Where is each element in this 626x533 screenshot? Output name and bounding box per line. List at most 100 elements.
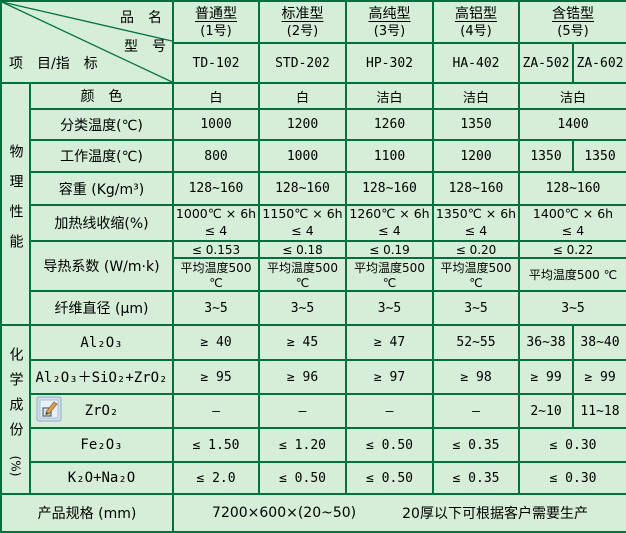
conductivity-note-cell: 平均温度500 ℃ (258, 257, 347, 292)
value-cell: ≤ 0.18 (258, 240, 347, 259)
product-name: 普通型 (195, 5, 237, 22)
value-cell: 1350 (432, 108, 520, 141)
value-cell: 1350℃ × 6h ≤ 4 (432, 204, 520, 242)
value-cell: 128~160 (518, 171, 626, 206)
value-cell: 38~40 (572, 324, 626, 361)
value-cell: 3~5 (258, 290, 347, 326)
conductivity-note-cell: 平均温度500 ℃ (518, 257, 626, 292)
value-cell: 1000 (172, 108, 260, 141)
product-spec-cell: 7200×600×(20~50) 20厚以下可根据客户需要生产 (172, 493, 626, 533)
value-cell: 2~10 (518, 393, 574, 429)
value-cell: ≤ 0.19 (345, 240, 434, 259)
shrink-limit: ≤ 4 (464, 223, 488, 238)
value-cell: ≤ 0.22 (518, 240, 626, 259)
conductivity-note-cell: 平均温度500 ℃ (432, 257, 520, 292)
group-physical-properties: 物理性能 (0, 82, 31, 326)
value-cell: 1260 (345, 108, 434, 141)
row-label-product-spec: 产品规格 (mm) (0, 493, 174, 533)
value-cell: ≤ 1.50 (172, 427, 260, 463)
value-cell: 128~160 (345, 171, 434, 206)
shrink-limit: ≤ 4 (561, 223, 585, 238)
row-label-al2o3: Al₂O₃ (29, 324, 174, 361)
product-name: 高铝型 (455, 5, 497, 22)
shrink-condition: 1150℃ × 6h (262, 206, 343, 222)
value-cell: — (258, 393, 347, 429)
model-cell: HP-302 (345, 42, 434, 84)
value-cell: 1400℃ × 6h ≤ 4 (518, 204, 626, 242)
value-cell: 洁白 (518, 82, 626, 110)
value-cell: 1000℃ × 6h ≤ 4 (172, 204, 260, 242)
conductivity-note-cell: 平均温度500 ℃ (172, 257, 260, 292)
row-label-heating-shrinkage: 加热线收缩(%) (29, 204, 174, 242)
value-cell: 128~160 (258, 171, 347, 206)
group-label-chemical: 化学成份 (7, 346, 24, 447)
value-cell: ≤ 0.35 (432, 427, 520, 463)
group-label-chemical-percent: (%) (8, 455, 23, 476)
row-label-fe2o3: Fe₂O₃ (29, 427, 174, 463)
product-spec-note: 20厚以下可根据客户需要生产 (402, 506, 588, 522)
value-cell: 3~5 (432, 290, 520, 326)
value-cell: ≥ 95 (172, 359, 260, 395)
value-cell: 1200 (432, 139, 520, 173)
group-label-physical: 物理性能 (7, 144, 24, 264)
value-cell: 3~5 (518, 290, 626, 326)
value-cell: ≥ 98 (432, 359, 520, 395)
value-cell: ≤ 2.0 (172, 461, 260, 495)
model-cell: HA-402 (432, 42, 520, 84)
value-cell: ≤ 0.20 (432, 240, 520, 259)
shrink-limit: ≤ 4 (378, 223, 401, 238)
value-cell: ≥ 99 (518, 359, 574, 395)
corner-diagonal-cell: 品 名 型 号 项 目/指 标 (0, 0, 174, 84)
product-header-3: 高纯型 (3号) (345, 0, 434, 44)
value-cell: 3~5 (172, 290, 260, 326)
value-cell: 1100 (345, 139, 434, 173)
product-header-2: 标准型 (2号) (258, 0, 347, 44)
product-number: (2号) (286, 23, 319, 39)
value-cell: 128~160 (172, 171, 260, 206)
corner-label-model: 型 号 (124, 39, 166, 55)
value-cell: ≤ 0.35 (432, 461, 520, 495)
value-cell: ≥ 97 (345, 359, 434, 395)
conductivity-note-cell: 平均温度500 ℃ (345, 257, 434, 292)
value-cell: 白 (172, 82, 260, 110)
value-cell: ≤ 0.50 (345, 427, 434, 463)
row-label-color: 颜 色 (29, 82, 174, 110)
shrink-limit: ≤ 4 (204, 223, 228, 238)
value-cell: 11~18 (572, 393, 626, 429)
value-cell: 1400 (518, 108, 626, 141)
model-cell: ZA-602 (572, 42, 626, 84)
diagonal-lines (3, 3, 171, 81)
value-cell: 52~55 (432, 324, 520, 361)
value-cell: 800 (172, 139, 260, 173)
value-cell: 36~38 (518, 324, 574, 361)
value-cell: 洁白 (345, 82, 434, 110)
product-name: 含锆型 (552, 5, 594, 22)
value-cell: ≤ 0.50 (258, 461, 347, 495)
edit-image-icon (36, 396, 62, 422)
shrink-condition: 1400℃ × 6h (532, 206, 614, 222)
value-cell: ≥ 45 (258, 324, 347, 361)
product-header-1: 普通型 (1号) (172, 0, 260, 44)
row-label-thermal-conductivity: 导热系数 (W/m·k) (29, 240, 174, 292)
value-cell: 1350 (518, 139, 574, 173)
value-cell: ≥ 47 (345, 324, 434, 361)
group-chemical-composition: 化学成份 (%) (0, 324, 31, 495)
value-cell: 白 (258, 82, 347, 110)
value-cell: 128~160 (432, 171, 520, 206)
row-label-al2o3-sio2-zro2: Al₂O₃＋SiO₂+ZrO₂ (29, 359, 174, 395)
product-header-5: 含锆型 (5号) (518, 0, 626, 44)
value-cell: ≥ 40 (172, 324, 260, 361)
corner-label-item-index: 项 目/指 标 (9, 56, 98, 72)
value-cell: ≥ 99 (572, 359, 626, 395)
value-cell: 洁白 (432, 82, 520, 110)
value-cell: — (172, 393, 260, 429)
product-header-4: 高铝型 (4号) (432, 0, 520, 44)
value-cell: 1260℃ × 6h ≤ 4 (345, 204, 434, 242)
value-cell: ≥ 96 (258, 359, 347, 395)
product-number: (5号) (557, 23, 589, 39)
value-cell: 1200 (258, 108, 347, 141)
corner-label-product-name: 品 名 (120, 10, 162, 26)
product-number: (1号) (200, 23, 232, 39)
